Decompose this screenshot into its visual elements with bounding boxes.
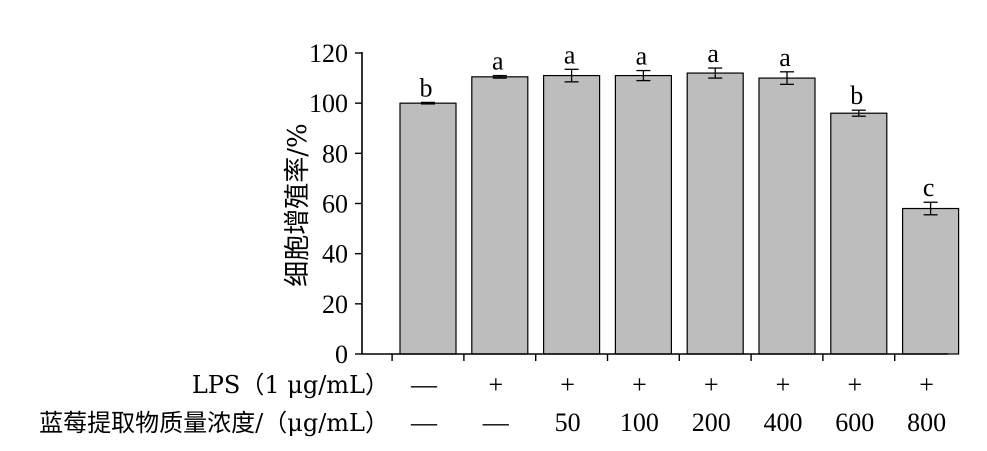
- error-bar: [492, 74, 507, 79]
- significance-letter: b: [420, 73, 433, 102]
- y-tick-label: 40: [322, 240, 348, 269]
- y-tick-label: 0: [335, 340, 348, 369]
- bar: [901, 207, 960, 355]
- treatment-cell: 200: [692, 408, 731, 437]
- treatment-row-label: 蓝莓提取物质量浓度/（μg/mL）: [39, 409, 389, 437]
- y-tick-label: 120: [309, 39, 348, 68]
- treatment-row-label: LPS（1 μg/mL）: [192, 371, 389, 399]
- treatment-cell: 800: [907, 408, 946, 437]
- y-axis-label: 细胞增殖率/%: [283, 123, 313, 286]
- treatment-cell: +: [704, 370, 719, 399]
- treatment-cell: —: [410, 370, 438, 399]
- significance-letter: a: [636, 42, 648, 71]
- treatment-cell: +: [488, 370, 503, 399]
- y-tick-label: 20: [322, 290, 348, 319]
- bar: [399, 102, 457, 355]
- significance-letter: b: [850, 81, 863, 110]
- bar: [830, 112, 888, 355]
- error-bar: [923, 201, 938, 216]
- bar: [471, 76, 529, 355]
- treatment-cell: +: [847, 370, 862, 399]
- treatment-cell: +: [776, 370, 791, 399]
- error-bar: [421, 101, 435, 105]
- error-bar: [636, 69, 651, 82]
- treatment-cell: +: [560, 370, 575, 399]
- treatment-cell: —: [482, 408, 510, 437]
- bar: [686, 72, 744, 355]
- treatment-cell: +: [632, 370, 647, 399]
- treatment-cell: 600: [835, 408, 874, 437]
- significance-letter: c: [923, 173, 935, 202]
- bar: [614, 74, 673, 355]
- error-bar: [851, 109, 866, 117]
- treatment-cell: +: [919, 370, 934, 399]
- y-tick-label: 60: [322, 190, 348, 219]
- treatment-cell: 100: [620, 408, 659, 437]
- treatment-cell: 50: [555, 408, 581, 437]
- y-tick-label: 100: [309, 89, 348, 118]
- error-bar: [564, 68, 579, 83]
- error-bar: [780, 71, 794, 86]
- y-tick-label: 80: [322, 139, 348, 168]
- bar: [542, 74, 601, 355]
- significance-letter: a: [707, 39, 719, 68]
- treatment-cell: —: [410, 408, 438, 437]
- bar: [758, 77, 816, 355]
- treatment-cell: 400: [764, 408, 803, 437]
- significance-letter: a: [779, 43, 791, 72]
- error-bar: [708, 67, 723, 79]
- significance-letter: a: [564, 40, 576, 69]
- significance-letter: a: [492, 47, 504, 76]
